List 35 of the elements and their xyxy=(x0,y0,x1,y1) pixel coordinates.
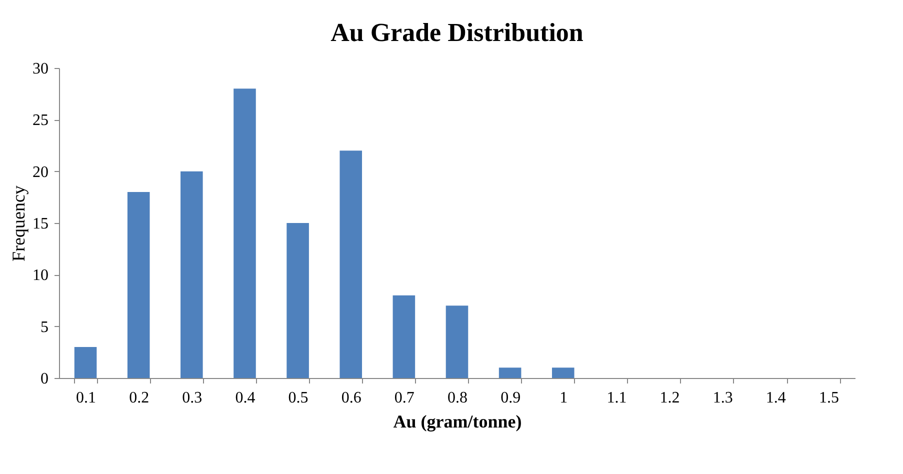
x-tick-label: 1 xyxy=(560,390,568,406)
bar xyxy=(446,306,468,378)
y-tick-label: 15 xyxy=(32,216,48,232)
bar xyxy=(552,368,574,378)
x-tick-label: 1.5 xyxy=(818,390,839,406)
x-tick-label: 1.4 xyxy=(766,390,786,406)
bar xyxy=(127,192,150,378)
bar xyxy=(234,88,256,378)
y-tick-label: 20 xyxy=(32,164,48,181)
x-tick-label: 0.6 xyxy=(341,390,362,406)
x-tick-label: 0.2 xyxy=(129,390,150,406)
y-tick-label: 25 xyxy=(32,112,48,130)
x-tick-label: 0.4 xyxy=(235,390,256,406)
bar xyxy=(286,223,309,378)
y-tick-label: 10 xyxy=(32,267,48,284)
bar xyxy=(74,347,97,378)
bar xyxy=(498,368,522,378)
bar xyxy=(180,171,203,378)
y-tick-label: 30 xyxy=(32,60,48,78)
bar xyxy=(392,295,416,378)
x-tick-label: 0.9 xyxy=(500,390,521,406)
y-tick-label: 0 xyxy=(40,370,48,388)
x-axis-title: Au (gram/tonne) xyxy=(393,412,522,432)
x-tick-label: 1.3 xyxy=(712,390,733,406)
bar xyxy=(340,150,362,378)
x-tick-label: 1.2 xyxy=(660,390,680,406)
x-tick-label: 1.1 xyxy=(606,390,627,406)
x-tick-label: 0.3 xyxy=(182,390,202,406)
x-tick-label: 0.1 xyxy=(76,390,96,406)
x-tick-label: 0.5 xyxy=(288,390,308,406)
y-axis-title: Frequency xyxy=(8,186,28,262)
x-tick-label: 0.7 xyxy=(394,390,414,406)
y-tick-label: 5 xyxy=(40,318,48,336)
chart-title: Au Grade Distribution xyxy=(330,18,584,47)
x-tick-label: 0.8 xyxy=(448,390,468,406)
